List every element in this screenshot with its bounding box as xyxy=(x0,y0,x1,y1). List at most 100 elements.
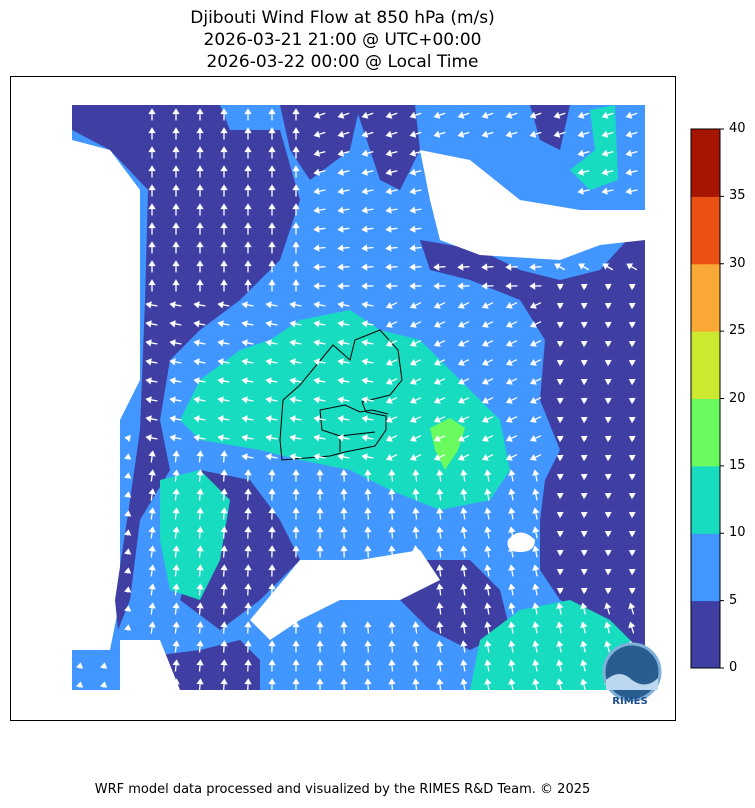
wind-arrow xyxy=(196,279,204,292)
wind-arrow xyxy=(604,340,612,348)
wind-arrow xyxy=(337,111,350,119)
wind-arrow xyxy=(193,415,206,423)
wind-arrow xyxy=(289,320,302,328)
wind-arrow xyxy=(433,321,446,328)
wind-arrow xyxy=(412,678,420,691)
wind-arrow xyxy=(556,359,564,367)
wind-arrow xyxy=(385,378,398,385)
wind-arrow xyxy=(313,187,326,195)
wind-arrow xyxy=(436,640,444,653)
wind-arrow xyxy=(361,301,374,309)
wind-arrow xyxy=(148,640,156,653)
wind-arrow xyxy=(193,434,206,442)
wind-arrow xyxy=(217,396,230,404)
wind-arrow xyxy=(364,640,372,653)
wind-arrow xyxy=(268,241,276,254)
wind-arrow xyxy=(196,108,204,121)
wind-arrow xyxy=(289,453,302,461)
wind-arrow xyxy=(628,602,636,615)
wind-arrow xyxy=(409,454,422,461)
wind-arrow xyxy=(337,168,350,176)
wind-arrow xyxy=(625,149,638,157)
wind-arrow xyxy=(628,378,636,386)
wind-arrow xyxy=(580,340,588,348)
wind-arrow xyxy=(580,359,588,367)
wind-arrow xyxy=(628,283,636,291)
wind-arrow xyxy=(388,678,396,691)
wind-arrow xyxy=(337,377,350,385)
wind-arrow xyxy=(196,222,204,235)
wind-arrow xyxy=(124,510,132,517)
wind-arrow xyxy=(292,640,300,653)
wind-arrow xyxy=(364,659,372,672)
wind-arrow xyxy=(337,434,350,442)
wind-arrow xyxy=(409,263,422,271)
wind-arrow xyxy=(124,567,132,574)
wind-arrow xyxy=(556,473,564,481)
wind-arrow xyxy=(292,583,300,596)
wind-arrow xyxy=(484,640,492,653)
wind-arrow xyxy=(313,206,326,214)
wind-arrow xyxy=(313,434,326,442)
wind-arrow xyxy=(148,260,156,273)
wind-arrow xyxy=(265,339,278,347)
wind-arrow xyxy=(388,640,396,653)
wind-arrow xyxy=(196,659,204,672)
colorbar-segment xyxy=(691,533,720,602)
wind-arrow xyxy=(75,662,84,669)
wind-arrow xyxy=(193,358,206,366)
wind-arrow xyxy=(193,396,206,404)
wind-arrow xyxy=(388,659,396,672)
colorbar-segment xyxy=(691,465,720,534)
wind-arrow xyxy=(148,469,156,482)
colorbar-tick-label: 20 xyxy=(729,390,746,406)
logo-text: RIMES xyxy=(612,696,647,707)
wind-arrow xyxy=(433,111,446,119)
wind-arrow xyxy=(436,488,444,501)
wind-arrow xyxy=(340,678,348,691)
wind-arrow xyxy=(268,564,276,577)
wind-arrow xyxy=(457,282,470,290)
wind-arrow xyxy=(196,241,204,254)
wind-arrow xyxy=(628,435,636,443)
wind-arrow xyxy=(220,203,228,216)
wind-arrow xyxy=(433,302,446,309)
wind-arrow xyxy=(385,206,398,214)
wind-arrow xyxy=(412,507,420,520)
wind-arrow xyxy=(604,302,612,310)
wind-arrow xyxy=(604,473,612,481)
wind-arrow xyxy=(580,549,588,557)
wind-arrow xyxy=(553,130,566,138)
wind-arrow xyxy=(217,301,230,309)
wind-arrow xyxy=(556,621,564,634)
wind-arrow xyxy=(124,643,132,650)
wind-arrow xyxy=(460,659,468,672)
wind-arrow xyxy=(556,416,564,424)
wind-arrow xyxy=(169,377,182,385)
wind-arrow xyxy=(244,241,252,254)
wind-arrow xyxy=(388,469,396,482)
chart-title: Djibouti Wind Flow at 850 hPa (m/s) xyxy=(190,8,495,28)
wind-arrow xyxy=(313,225,326,233)
wind-arrow xyxy=(484,564,492,577)
wind-arrow xyxy=(388,507,396,520)
wind-arrow xyxy=(169,358,182,366)
wind-arrow xyxy=(292,279,300,292)
wind-arrow xyxy=(532,640,540,653)
wind-arrow xyxy=(484,545,492,558)
wind-arrow xyxy=(556,678,564,691)
wind-arrow xyxy=(241,415,254,423)
wind-arrow xyxy=(436,507,444,520)
wind-arrow xyxy=(364,469,372,482)
wind-arrow xyxy=(580,454,588,462)
wind-arrow xyxy=(244,127,252,140)
no-data-region xyxy=(120,640,180,690)
wind-arrow xyxy=(556,587,564,595)
wind-arrow xyxy=(481,359,494,366)
wind-arrow xyxy=(220,488,228,501)
wind-arrow xyxy=(148,678,156,691)
wind-arrow xyxy=(385,149,398,157)
wind-arrow xyxy=(457,359,470,366)
wind-arrow xyxy=(457,378,470,385)
wind-arrow xyxy=(196,526,204,539)
